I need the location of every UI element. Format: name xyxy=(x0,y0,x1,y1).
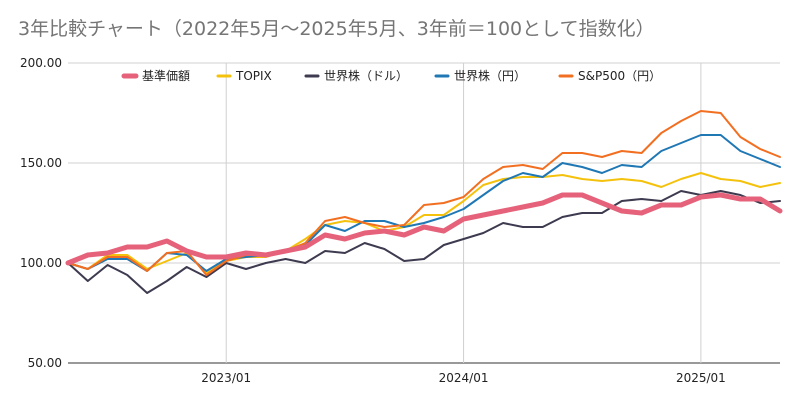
legend-label-3: 世界株（円） xyxy=(454,68,526,83)
y-tick-label: 150.00 xyxy=(20,156,62,170)
x-tick-label: 2024/01 xyxy=(439,371,489,385)
y-tick-label: 50.00 xyxy=(28,356,62,370)
legend-label-1: TOPIX xyxy=(235,69,272,83)
legend-label-4: S&P500（円） xyxy=(578,69,661,83)
series-line-3 xyxy=(67,134,781,272)
y-tick-label: 100.00 xyxy=(20,256,62,270)
y-tick-label: 200.00 xyxy=(20,56,62,70)
series-line-2 xyxy=(67,190,781,294)
legend-label-0: 基準価額 xyxy=(142,68,190,83)
chart-title: 3年比較チャート（2022年5月～2025年5月、3年前＝100として指数化） xyxy=(18,18,655,40)
series-line-4 xyxy=(67,110,781,276)
legend-label-2: 世界株（ドル） xyxy=(324,68,408,83)
x-tick-label: 2023/01 xyxy=(201,371,251,385)
series-line-0 xyxy=(65,192,783,266)
x-tick-label: 2025/01 xyxy=(676,371,726,385)
